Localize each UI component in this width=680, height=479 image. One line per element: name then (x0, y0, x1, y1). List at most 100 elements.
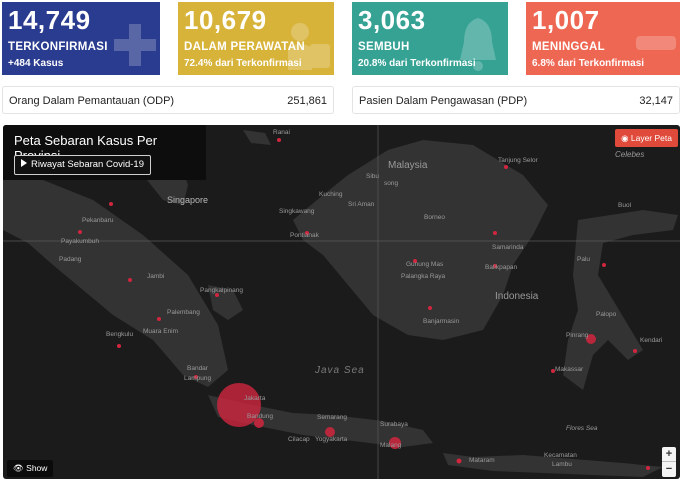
case-dot[interactable] (551, 369, 555, 373)
map-label-pangkalpinang: Pangkalpinang (200, 287, 244, 294)
deaths-card: 1,007 MENINGGAL 6.8% dari Terkonfirmasi (526, 2, 680, 75)
map-label-jambi: Jambi (147, 273, 165, 280)
map-label-cilacap: Cilacap (288, 436, 310, 443)
map-label-pontianak: Pontianak (290, 232, 319, 239)
case-dot[interactable] (428, 306, 432, 310)
case-dot[interactable] (215, 293, 219, 297)
case-dot[interactable] (305, 231, 309, 235)
map-label-palembang: Palembang (167, 309, 200, 316)
province-map[interactable]: Malaysia Indonesia Java Sea Flores Sea C… (3, 125, 680, 479)
in-care-card: 10,679 DALAM PERAWATAN 72.4% dari Terkon… (178, 2, 334, 75)
confirmed-label: TERKONFIRMASI (8, 41, 108, 53)
map-label-bengkulu: Bengkulu (106, 331, 134, 338)
gridlines (3, 125, 680, 479)
history-button[interactable]: Riwayat Sebaran Covid-19 (14, 155, 152, 175)
map-label-palopo: Palopo (596, 311, 617, 318)
map-label-indonesia: Indonesia (495, 291, 539, 302)
case-bubble-bandung[interactable] (254, 418, 264, 428)
map-label-singapore: Singapore (167, 195, 209, 205)
map-label-ranai: Ranai (273, 129, 290, 136)
minus-icon (636, 36, 676, 50)
map-label-palu: Palu (577, 256, 591, 263)
deaths-sub: 6.8% dari Terkonfirmasi (532, 58, 645, 69)
pdp-label: Pasien Dalam Pengawasan (PDP) (359, 95, 528, 107)
odp-label: Orang Dalam Pemantauan (ODP) (9, 95, 175, 107)
map-label-kuching: Kuching (319, 191, 343, 198)
odp-value: 251,861 (287, 95, 327, 107)
map-label-sri-aman: Sri Aman (348, 201, 375, 208)
bell-icon (460, 18, 496, 71)
case-dot[interactable] (109, 202, 113, 206)
map-label-jakarta: Jakarta (244, 395, 266, 402)
show-button[interactable]: 👁 Show (7, 460, 54, 477)
map-label-buol: Buol (618, 202, 632, 209)
map-label-celebes: Celebes (615, 150, 645, 159)
case-dot[interactable] (277, 138, 281, 142)
map-label-gunung-mas: Gunung Mas (406, 261, 444, 268)
case-bubble-surabaya[interactable] (389, 437, 401, 449)
map-label-lampung: Lampung (184, 375, 212, 382)
map-label-mataram: Mataram (469, 457, 495, 464)
zoom-control: + − (662, 447, 676, 477)
in-care-count: 10,679 (184, 5, 267, 35)
recovered-count: 3,063 (358, 5, 426, 35)
case-bubble-jakarta[interactable] (217, 383, 261, 427)
confirmed-card: 14,749 TERKONFIRMASI +484 Kasus (2, 2, 160, 75)
recovered-label: SEMBUH (358, 41, 410, 53)
in-care-sub: 72.4% dari Terkonfirmasi (184, 58, 302, 69)
case-bubble-semarang[interactable] (325, 427, 335, 437)
case-dot[interactable] (413, 259, 417, 263)
map-label-surabaya: Surabaya (380, 421, 408, 428)
layer-button-label: Layer Peta (630, 133, 672, 143)
map-label-pekanbaru: Pekanbaru (82, 217, 114, 224)
recovered-sub: 20.8% dari Terkonfirmasi (358, 58, 476, 69)
case-dot[interactable] (157, 317, 161, 321)
case-dot[interactable] (493, 231, 497, 235)
case-dot[interactable] (633, 349, 637, 353)
map-label-tanjung-selor: Tanjung Selor (498, 157, 538, 164)
map-label-bandar: Bandar (187, 365, 208, 372)
hospital-bed-icon (288, 23, 330, 70)
map-label-singkawang: Singkawang (279, 208, 315, 215)
case-dot[interactable] (78, 230, 82, 234)
history-button-label: Riwayat Sebaran Covid-19 (31, 159, 145, 170)
map-label-makassar: Makassar (555, 366, 584, 373)
map-label-lambu: Lambu (552, 461, 572, 468)
case-dot[interactable] (504, 165, 508, 169)
map-label-malang: Malang (380, 442, 402, 449)
map-label-semarang: Semarang (317, 414, 347, 421)
case-dot[interactable] (493, 264, 497, 268)
map-label-malaysia: Malaysia (388, 160, 428, 171)
case-bubbles[interactable] (78, 138, 650, 470)
map-label-samarinda: Samarinda (492, 244, 524, 251)
map-label-java-sea: Java Sea (315, 365, 365, 376)
map-label-payakumbuh: Payakumbuh (61, 238, 99, 245)
case-dot[interactable] (128, 278, 132, 282)
case-dot[interactable] (117, 344, 121, 348)
deaths-count: 1,007 (532, 5, 600, 35)
in-care-label: DALAM PERAWATAN (184, 41, 305, 53)
plus-icon (114, 24, 156, 66)
case-bubble-sulsel[interactable] (586, 334, 596, 344)
play-icon (21, 159, 27, 167)
case-dot[interactable] (194, 375, 198, 379)
map-label-song: song (384, 180, 399, 187)
layers-icon: ◉ (621, 133, 631, 143)
case-dot[interactable] (456, 458, 462, 464)
map-label-borneo: Borneo (424, 214, 445, 221)
map-label-pinrang: Pinrang (566, 332, 589, 339)
map-label-sibu: Sibu (366, 173, 380, 180)
map-label-bandung: Bandung (247, 413, 274, 420)
recovered-card: 3,063 SEMBUH 20.8% dari Terkonfirmasi (352, 2, 508, 75)
zoom-out-button[interactable]: − (665, 463, 673, 475)
map-label-kecamatan: Kecamatan (544, 452, 577, 459)
pdp-stat: Pasien Dalam Pengawasan (PDP) 32,147 (352, 86, 680, 114)
show-button-label: Show (26, 463, 48, 473)
map-title-panel: Peta Sebaran Kasus Per Provinsi Riwayat … (3, 125, 206, 180)
deaths-label: MENINGGAL (532, 41, 605, 53)
zoom-in-button[interactable]: + (662, 447, 676, 462)
layer-button[interactable]: ◉ Layer Peta (615, 129, 678, 147)
case-dot[interactable] (646, 466, 650, 470)
odp-stat: Orang Dalam Pemantauan (ODP) 251,861 (2, 86, 334, 114)
case-dot[interactable] (602, 263, 606, 267)
